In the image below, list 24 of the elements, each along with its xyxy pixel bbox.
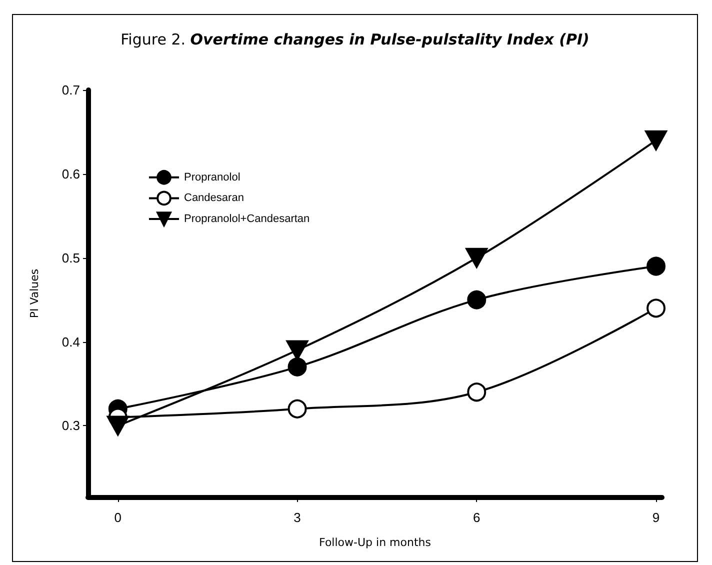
y-tick-label: 0.5 [62,250,80,266]
point [288,399,307,418]
y-tick-label: 0.3 [62,418,80,434]
point [646,298,666,318]
legend-label: Candesaran [184,192,244,204]
x-axis-title: Follow-Up in months [319,536,432,549]
point [466,248,488,268]
x-tick-label: 6 [473,510,480,525]
x-tick-label: 0 [114,510,122,525]
point [288,357,307,376]
point [467,382,486,402]
legend-label: Propranolol+Candesartan [184,213,310,225]
x-tick-label: 3 [294,510,301,525]
y-tick-label: 0.6 [62,166,80,182]
point [467,290,486,310]
chart-title: Figure 2. Overtime changes in Pulse-pulstality Index (PI) [120,30,590,48]
y-axis-title: PI Values [28,268,41,318]
y-tick-label: 0.4 [62,334,80,350]
y-tick-label: 0.7 [62,82,80,98]
point [646,256,666,276]
point [645,130,668,150]
legend-label: Propranolol [184,171,240,184]
x-tick-label: 9 [652,510,660,525]
point [106,416,129,436]
